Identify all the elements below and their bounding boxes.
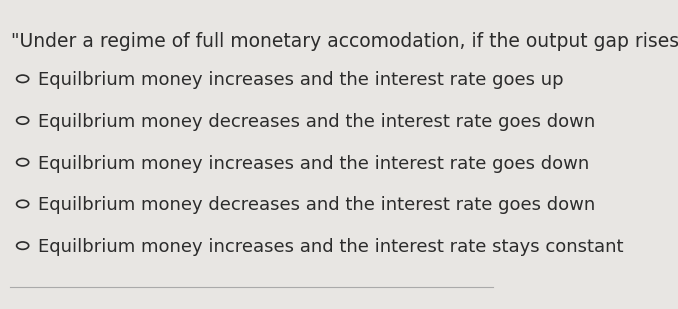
Text: Equilbrium money decreases and the interest rate goes down: Equilbrium money decreases and the inter… xyxy=(38,197,595,214)
Text: Equilbrium money decreases and the interest rate goes down: Equilbrium money decreases and the inter… xyxy=(38,113,595,131)
Text: Equilbrium money increases and the interest rate goes up: Equilbrium money increases and the inter… xyxy=(38,71,563,89)
Text: Equilbrium money increases and the interest rate goes down: Equilbrium money increases and the inter… xyxy=(38,155,589,173)
Text: "Under a regime of full monetary accomodation, if the output gap rises, ": "Under a regime of full monetary accomod… xyxy=(11,32,678,51)
Text: Equilbrium money increases and the interest rate stays constant: Equilbrium money increases and the inter… xyxy=(38,238,623,256)
